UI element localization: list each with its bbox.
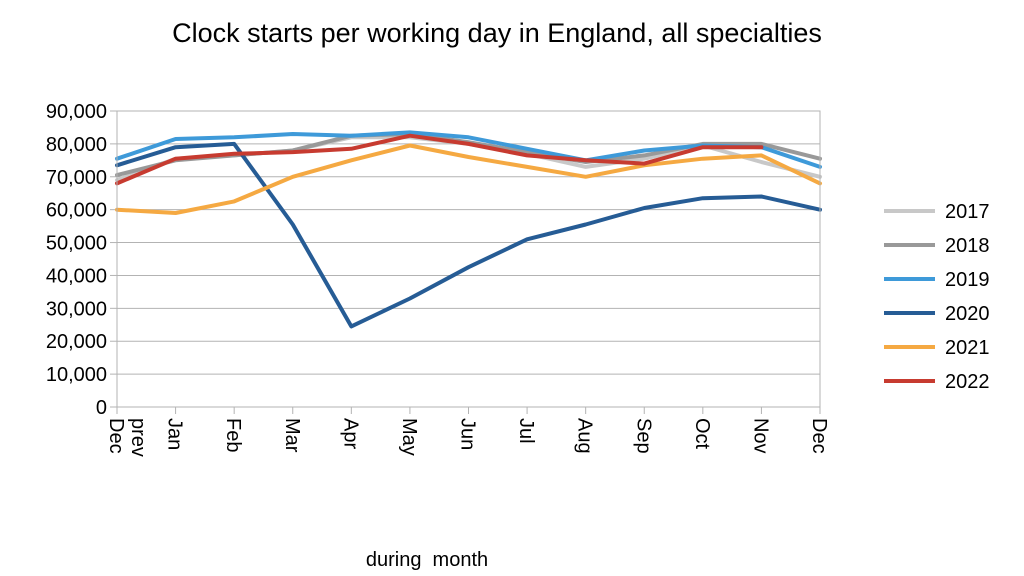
- x-tick-label: Nov: [749, 418, 771, 454]
- y-tick-label: 0: [96, 397, 107, 419]
- y-tick-label: 30,000: [46, 298, 107, 320]
- x-tick-label: May: [398, 418, 420, 456]
- legend-label: 2020: [945, 303, 990, 325]
- y-tick-label: 40,000: [46, 265, 107, 287]
- x-tick-label: Mar: [281, 418, 303, 453]
- x-tick-label: Oct: [691, 418, 713, 450]
- y-tick-label: 20,000: [46, 331, 107, 353]
- x-axis: Dec prev Jan Feb Mar Apr May Jun Jul Aug Sep Oct Nov…: [105, 407, 830, 457]
- legend-item-2018: 2018: [884, 235, 990, 257]
- y-tick-label: 70,000: [46, 167, 107, 189]
- legend-label: 2018: [945, 235, 990, 257]
- legend-label: 2019: [945, 269, 990, 291]
- legend-label: 2022: [945, 371, 990, 393]
- y-tick-label: 60,000: [46, 200, 107, 222]
- x-tick-label: Jul: [515, 418, 537, 444]
- x-tick-label: prev: [127, 418, 149, 457]
- legend-label: 2021: [945, 337, 990, 359]
- y-tick-label: 80,000: [46, 134, 107, 156]
- plot-area-border: [116, 110, 821, 408]
- legend-item-2022: 2022: [884, 371, 990, 393]
- legend-item-2020: 2020: [884, 303, 990, 325]
- x-tick-label: Feb: [222, 418, 244, 452]
- legend-item-2017: 2017: [884, 201, 990, 223]
- series-line-2021: [115, 143, 822, 215]
- chart-title: Clock starts per working day in England,…: [172, 18, 822, 48]
- x-tick-label: Sep: [632, 418, 654, 454]
- x-tick-label: Jun: [457, 418, 479, 450]
- legend-item-2021: 2021: [884, 337, 990, 359]
- x-tick-label: Dec: [105, 418, 127, 454]
- series-lines: [115, 130, 822, 329]
- x-tick-label: Apr: [339, 418, 361, 449]
- y-tick-label: 90,000: [46, 101, 107, 123]
- series-line-2022: [115, 133, 764, 186]
- y-axis: 0 10,000 20,000 30,000 40,000 50,000 60,000 70,…: [46, 101, 117, 419]
- series-line-2020: [115, 141, 822, 329]
- x-tick-label: Dec: [808, 418, 830, 454]
- x-tick-label: Jan: [164, 418, 186, 450]
- x-tick-label: Aug: [574, 418, 596, 454]
- y-tick-label: 50,000: [46, 233, 107, 255]
- legend: 2017 2018 2019 2020 2021 2022: [884, 201, 990, 393]
- y-tick-label: 10,000: [46, 364, 107, 386]
- x-axis-label: during month: [366, 549, 488, 571]
- legend-label: 2017: [945, 201, 990, 223]
- legend-item-2019: 2019: [884, 269, 990, 291]
